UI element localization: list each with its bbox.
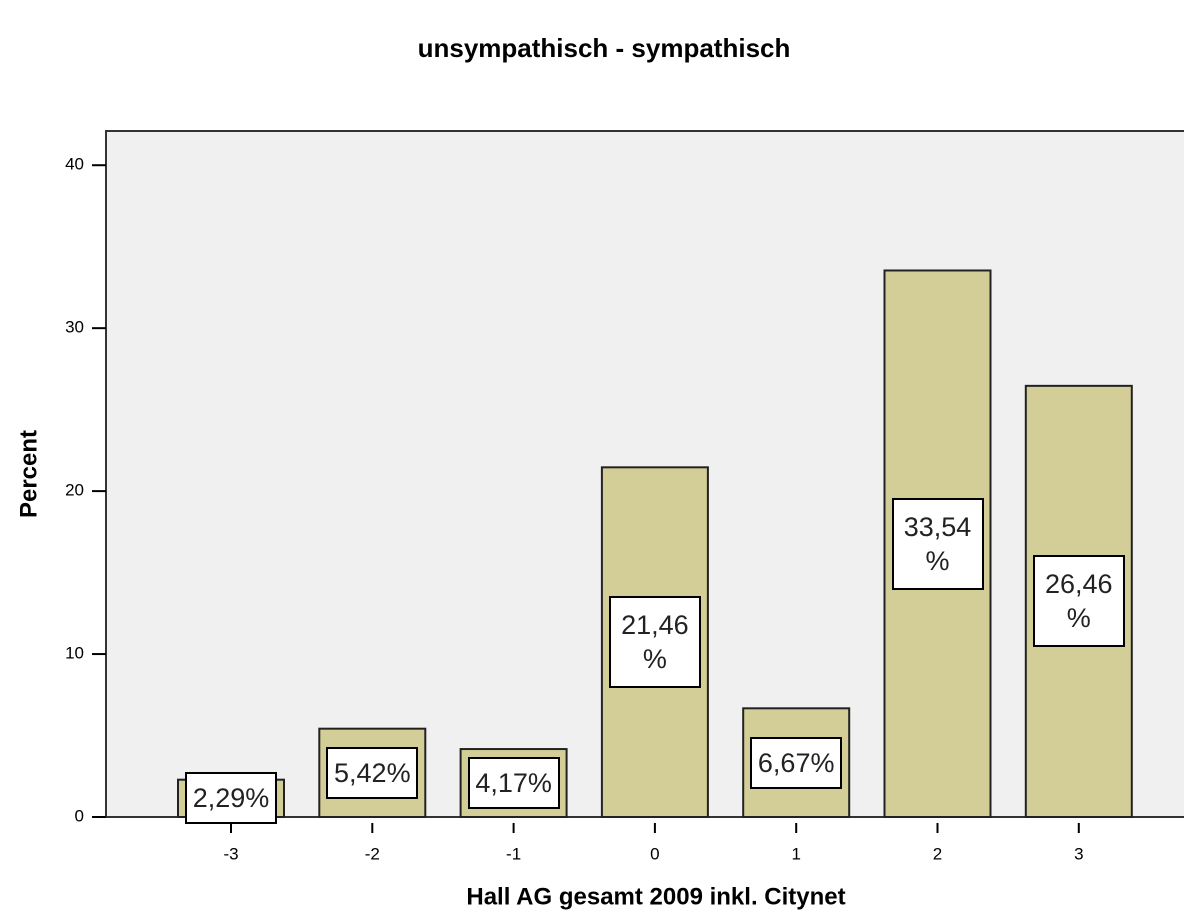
value-label: 33,54 % [891,497,984,590]
value-label-box: 6,67% [750,736,843,789]
x-tick-label: 2 [933,844,942,863]
value-label-box: 4,17% [467,757,560,810]
value-label: 6,67% [750,736,843,789]
y-tick-label: 0 [75,806,84,825]
value-label: 5,42% [326,746,419,799]
y-tick-label: 40 [65,155,84,174]
value-label: 21,46 % [608,596,701,689]
x-tick-label: 3 [1074,844,1083,863]
x-tick-label: -1 [506,844,521,863]
value-label-box: 26,46 % [1032,555,1125,648]
y-tick-label: 20 [65,481,84,500]
value-label: 26,46 % [1032,555,1125,648]
x-tick-label: 0 [650,844,659,863]
value-label: 4,17% [467,757,560,810]
value-label-box: 5,42% [326,746,419,799]
y-tick-label: 30 [65,318,84,337]
value-label-box: 2,29% [185,772,277,825]
value-label-box: 33,54 % [891,497,984,590]
y-tick-label: 10 [65,644,84,663]
chart-title: unsympathisch - sympathisch [418,33,791,63]
value-label: 2,29% [185,772,277,825]
x-tick-label: -3 [223,844,238,863]
value-label-box: 21,46 % [608,596,701,689]
x-axis-label: Hall AG gesamt 2009 inkl. Citynet [466,883,845,910]
x-tick-label: 1 [791,844,800,863]
y-axis-label: Percent [15,430,42,518]
x-tick-label: -2 [365,844,380,863]
